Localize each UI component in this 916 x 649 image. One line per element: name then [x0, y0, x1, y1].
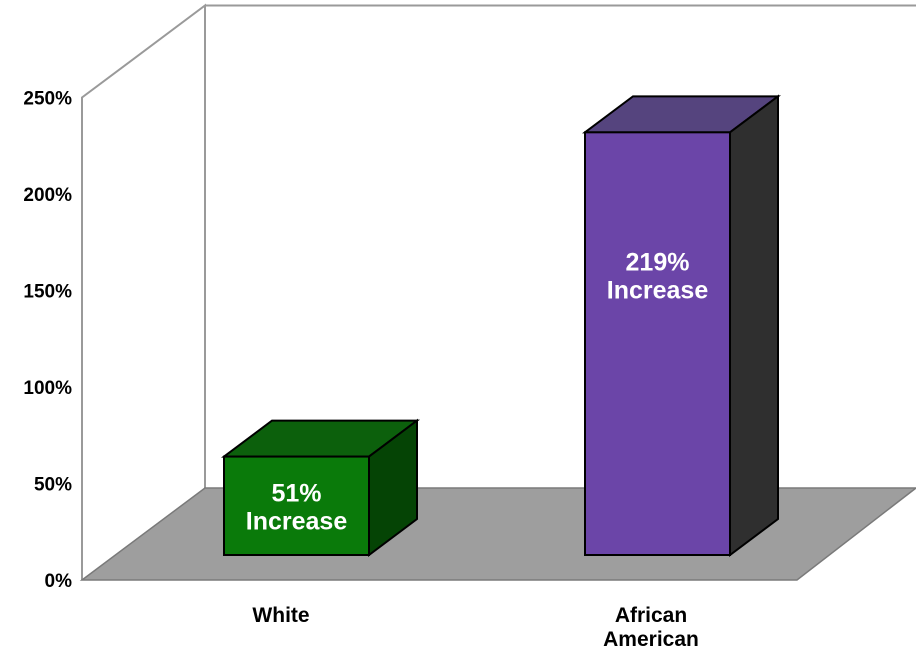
y-tick-label: 0% — [45, 571, 73, 592]
y-tick-label: 150% — [23, 282, 72, 303]
y-axis-ticks: 0% 50% 100% 150% 200% 250% — [23, 89, 72, 593]
left-wall — [81, 3, 206, 580]
chart-floor — [79, 487, 916, 581]
y-tick-label: 250% — [23, 89, 72, 110]
floor-plane — [79, 487, 916, 581]
category-label: American — [603, 628, 699, 649]
data-label: Increase — [607, 276, 709, 304]
data-label: Increase — [246, 508, 348, 536]
data-label: 51% — [271, 480, 321, 508]
y-tick-label: 200% — [23, 185, 72, 206]
chart-walls — [81, 3, 916, 580]
bar-front-face — [584, 131, 731, 557]
bar-white: 51%Increase — [221, 418, 420, 557]
bar-african-american: 219%Increase — [582, 94, 781, 557]
y-tick-label: 50% — [34, 475, 72, 496]
data-label: 219% — [626, 248, 690, 276]
bar-front-face — [223, 455, 370, 557]
category-label: White — [252, 604, 309, 627]
y-tick-label: 100% — [23, 378, 72, 399]
bar-side-face — [729, 94, 779, 557]
category-label: African — [615, 604, 687, 627]
